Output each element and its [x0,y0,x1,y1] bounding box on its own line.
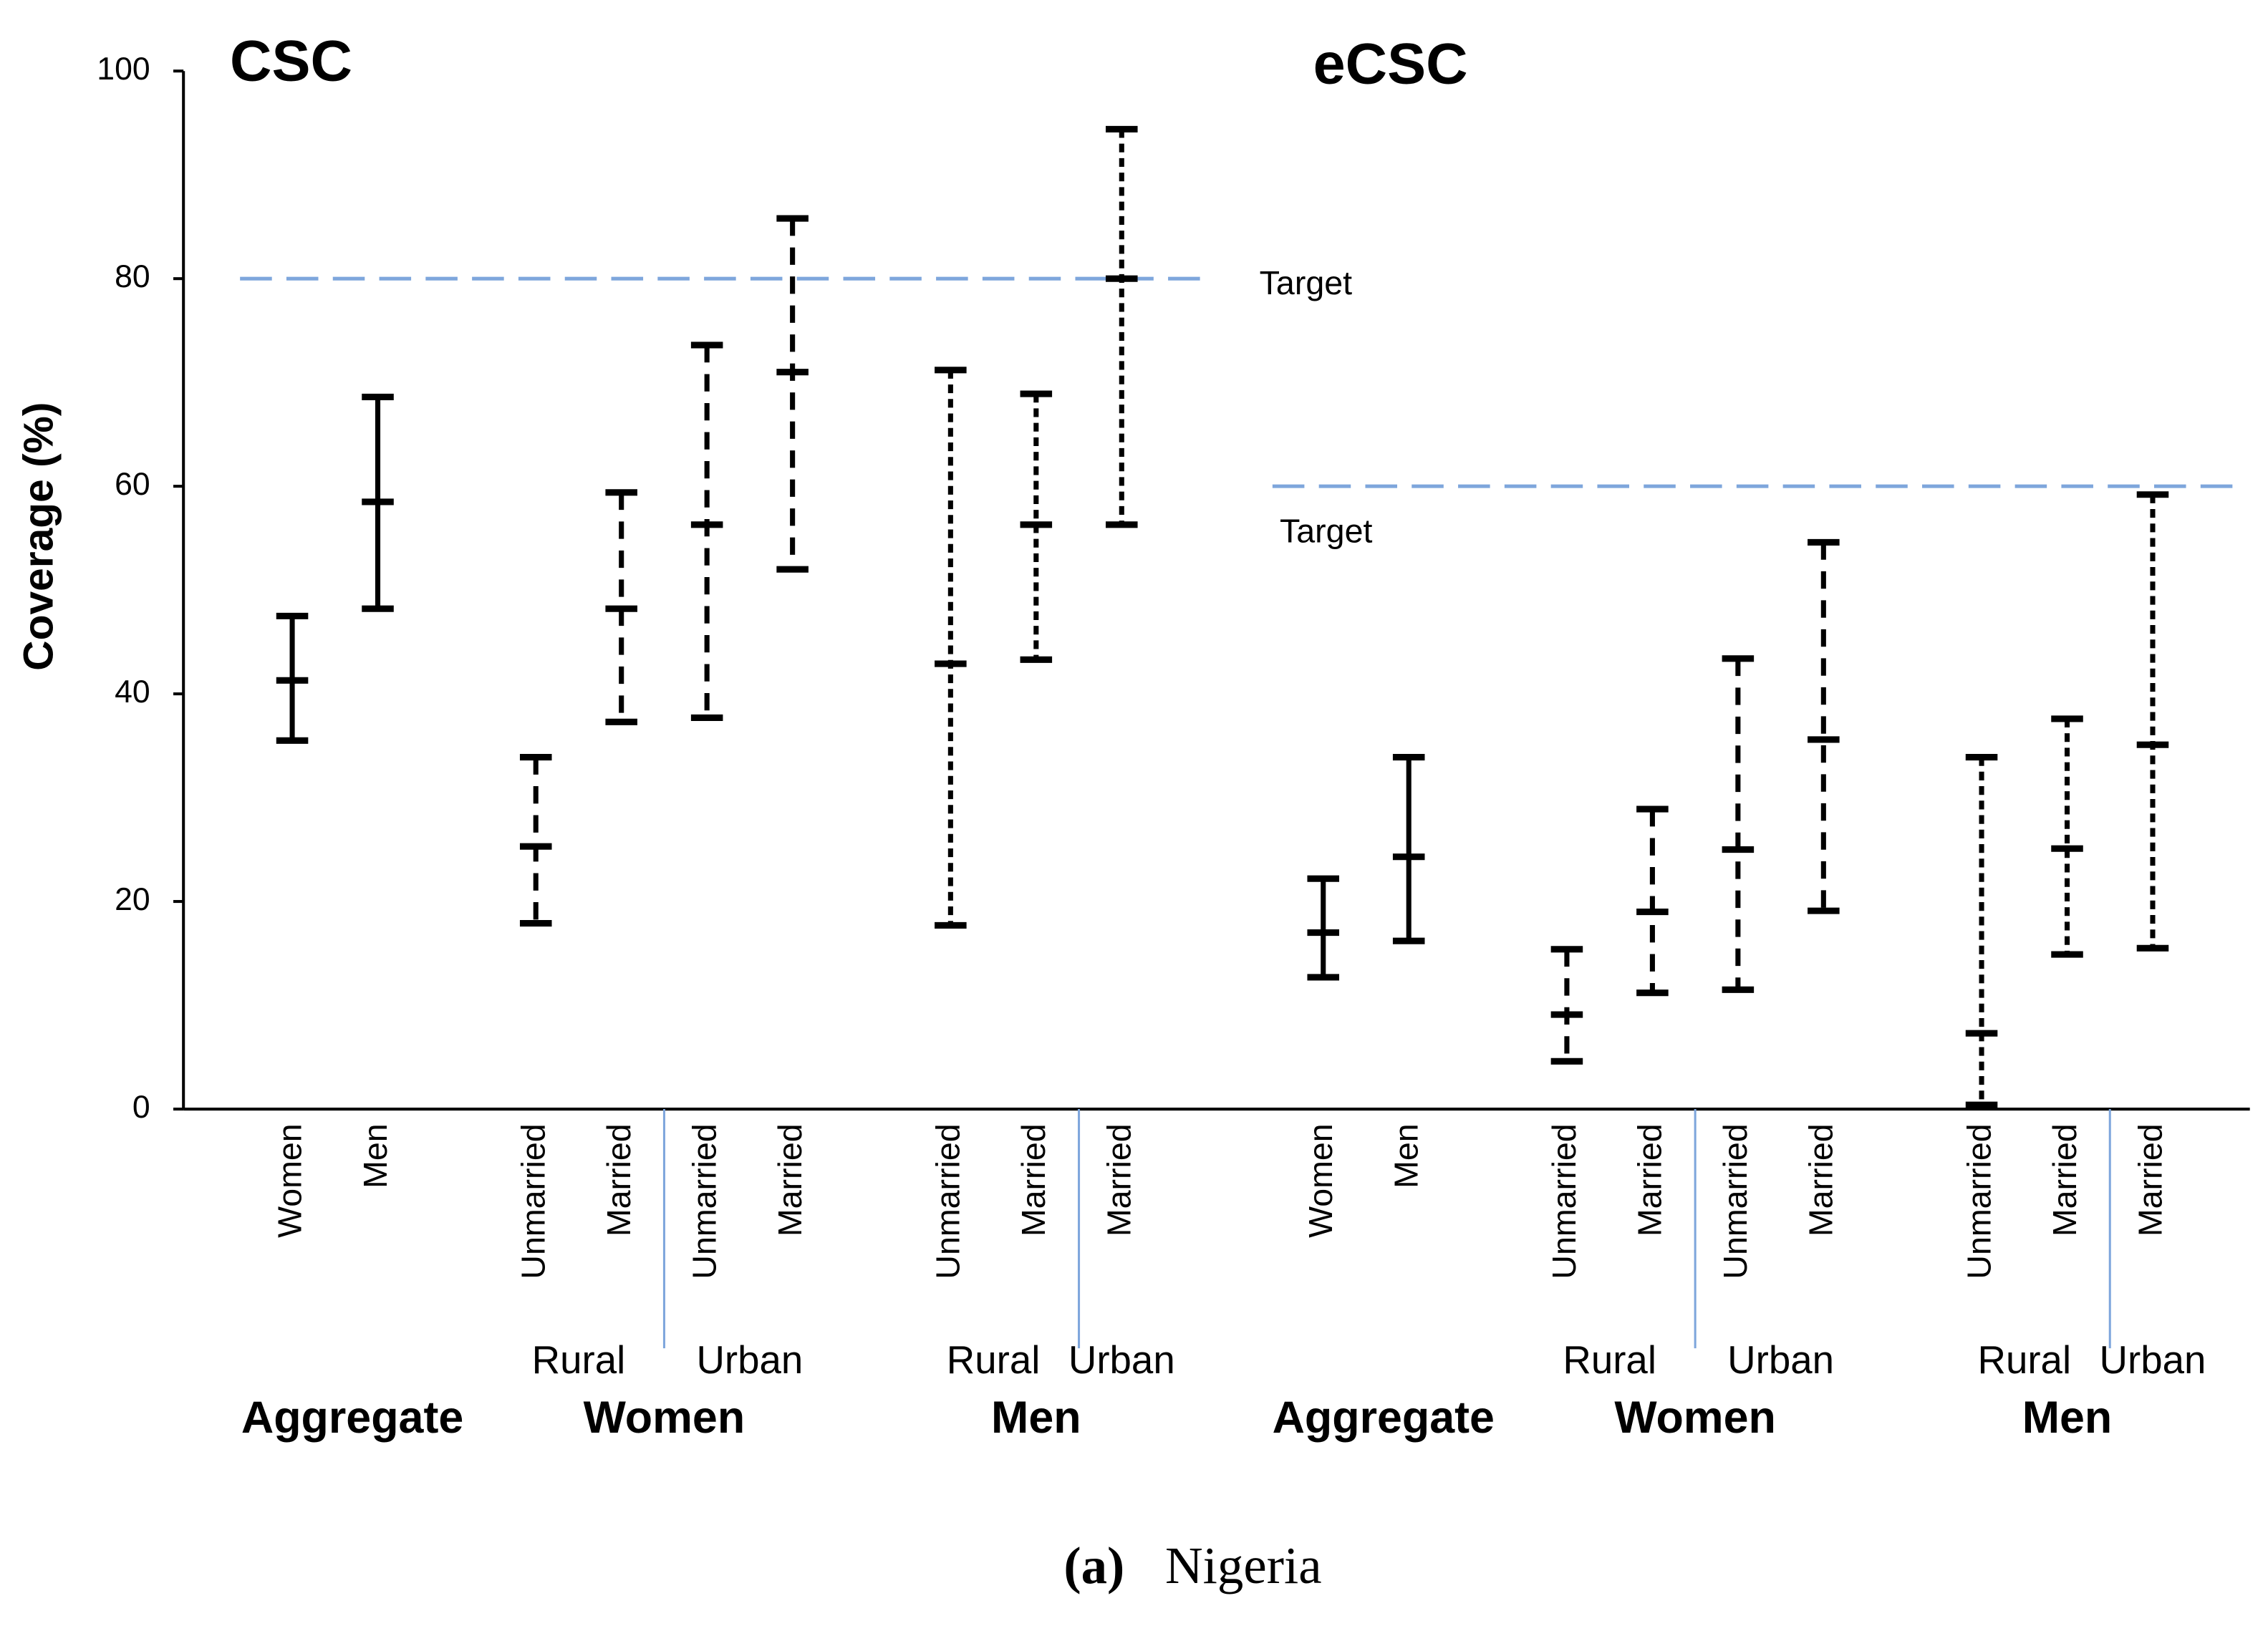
x-tick-label: Men [357,1123,394,1189]
x-tick-label: Married [1015,1123,1052,1236]
y-tick-label: 20 [115,882,150,917]
subgroup-label: Urban [1068,1338,1175,1382]
y-tick-label: 0 [132,1090,150,1125]
panel-title: CSC [230,29,352,94]
caption-text: Nigeria [1165,1536,1322,1594]
x-tick-label: Unmarried [930,1123,967,1279]
x-tick-label: Unmarried [1717,1123,1754,1279]
subgroup-label: Urban [1727,1338,1834,1382]
group-label: Aggregate [1273,1393,1495,1443]
target-label: Target [1260,264,1352,301]
y-tick-label: 80 [115,259,150,294]
y-axis-label: Coverage (%) [15,402,62,671]
x-tick-label: Married [2046,1123,2083,1236]
x-tick-label: Women [271,1123,308,1238]
panel-title: eCSC [1313,32,1468,97]
subgroup-label: Urban [696,1338,803,1382]
y-tick-label: 60 [115,467,150,502]
group-label: Women [584,1393,745,1443]
x-tick-label: Married [2131,1123,2168,1236]
x-tick-label: Married [771,1123,809,1236]
subgroup-label: Rural [1563,1338,1656,1382]
x-tick-label: Women [1302,1123,1339,1238]
group-label: Men [2022,1393,2113,1443]
group-label: Women [1614,1393,1776,1443]
x-tick-label: Unmarried [1545,1123,1583,1279]
x-tick-label: Men [1388,1123,1425,1189]
x-tick-label: Married [600,1123,637,1236]
subgroup-label: Urban [2100,1338,2206,1382]
x-tick-label: Unmarried [515,1123,552,1279]
subgroup-label: Rural [947,1338,1041,1382]
x-tick-label: Unmarried [685,1123,723,1279]
x-tick-label: Married [1101,1123,1138,1236]
caption-label: (a) [1063,1536,1124,1594]
y-tick-label: 40 [115,674,150,710]
subgroup-label: Rural [1977,1338,2071,1382]
group-label: Men [991,1393,1081,1443]
x-tick-label: Married [1631,1123,1669,1236]
target-label: Target [1280,512,1372,549]
group-label: Aggregate [241,1393,463,1443]
x-tick-label: Unmarried [1960,1123,1997,1279]
subgroup-label: Rural [532,1338,626,1382]
x-tick-label: Married [1803,1123,1840,1236]
y-tick-label: 100 [97,52,150,87]
